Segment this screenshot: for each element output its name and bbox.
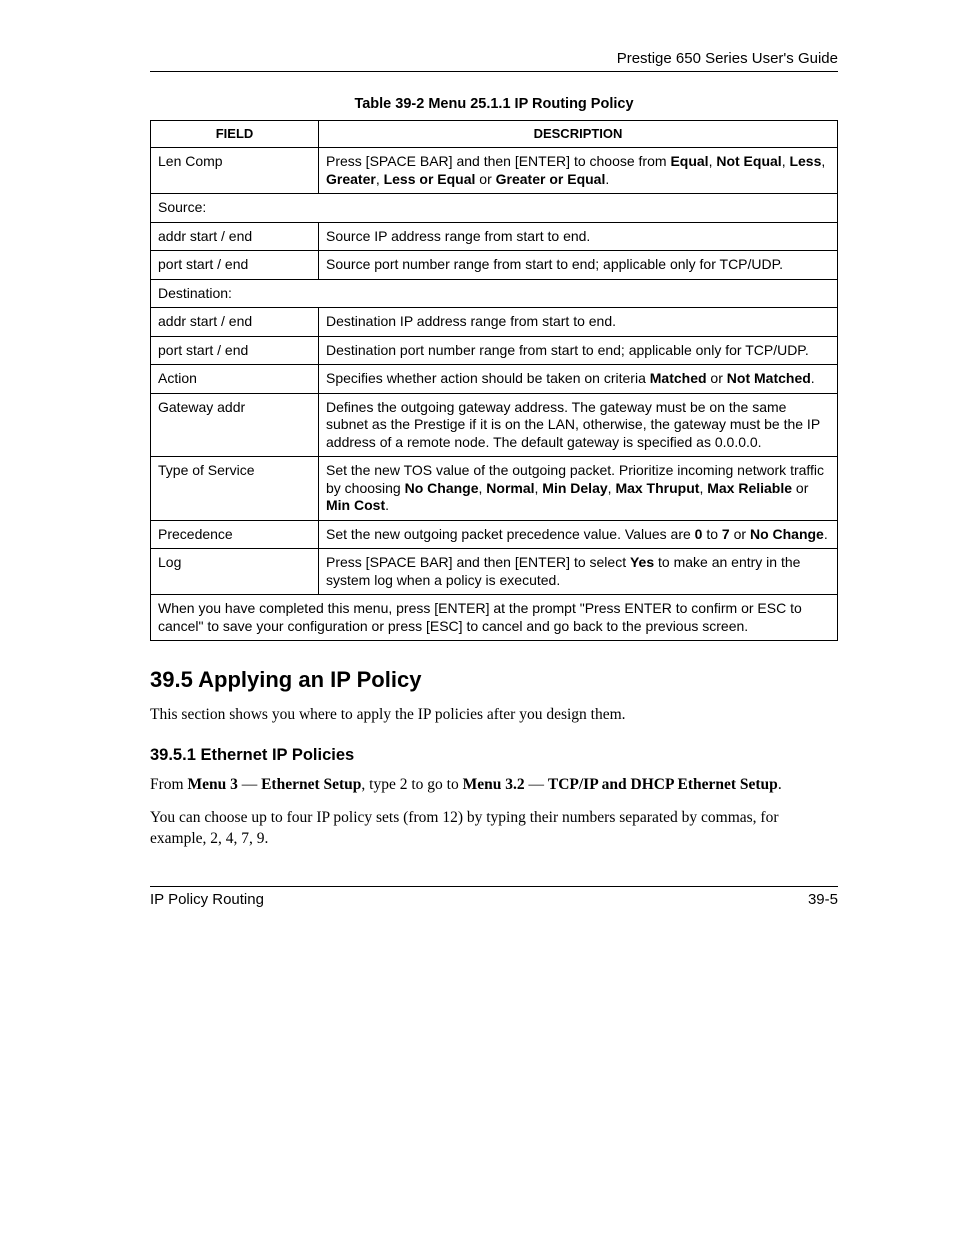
- desc-cell: Set the new outgoing packet precedence v…: [319, 520, 838, 549]
- bold: Max Reliable: [707, 480, 792, 496]
- bold: Greater: [326, 171, 376, 187]
- table-caption: Table 39-2 Menu 25.1.1 IP Routing Policy: [150, 96, 838, 112]
- text: or: [475, 171, 495, 187]
- field-cell: port start / end: [151, 251, 319, 280]
- footer-left: IP Policy Routing: [150, 891, 264, 908]
- table-header-row: FIELD DESCRIPTION: [151, 121, 838, 148]
- footer-right: 39-5: [808, 891, 838, 908]
- field-cell: port start / end: [151, 336, 319, 365]
- body-paragraph: You can choose up to four IP policy sets…: [150, 808, 838, 850]
- footnote-cell: When you have completed this menu, press…: [151, 595, 838, 641]
- table-row: Destination:: [151, 279, 838, 308]
- col-field-header: FIELD: [151, 121, 319, 148]
- table-row: port start / end Source port number rang…: [151, 251, 838, 280]
- body-paragraph: From Menu 3 — Ethernet Setup, type 2 to …: [150, 775, 838, 796]
- desc-cell: Press [SPACE BAR] and then [ENTER] to ch…: [319, 148, 838, 194]
- field-cell: Type of Service: [151, 457, 319, 521]
- bold: No Change: [750, 526, 824, 542]
- table-row: Gateway addr Defines the outgoing gatewa…: [151, 393, 838, 457]
- desc-cell: Press [SPACE BAR] and then [ENTER] to se…: [319, 549, 838, 595]
- text: or: [792, 480, 808, 496]
- bold: Ethernet Setup: [261, 776, 361, 793]
- page-footer: IP Policy Routing 39-5: [150, 886, 838, 908]
- bold: Not Equal: [716, 153, 781, 169]
- table-row: Len Comp Press [SPACE BAR] and then [ENT…: [151, 148, 838, 194]
- bold: Less or Equal: [384, 171, 476, 187]
- text: ,: [821, 153, 825, 169]
- desc-cell: Specifies whether action should be taken…: [319, 365, 838, 394]
- table-row: addr start / end Source IP address range…: [151, 222, 838, 251]
- section-heading: 39.5 Applying an IP Policy: [150, 667, 838, 693]
- bold: TCP/IP and DHCP Ethernet Setup: [548, 776, 778, 793]
- text: .: [605, 171, 609, 187]
- bold: Min Cost: [326, 497, 385, 513]
- text: Press [SPACE BAR] and then [ENTER] to ch…: [326, 153, 670, 169]
- text: .: [811, 370, 815, 386]
- text: to: [702, 526, 721, 542]
- field-cell: Precedence: [151, 520, 319, 549]
- table-row: addr start / end Destination IP address …: [151, 308, 838, 337]
- bold: Greater or Equal: [496, 171, 606, 187]
- field-cell: addr start / end: [151, 308, 319, 337]
- field-cell: addr start / end: [151, 222, 319, 251]
- bold: Equal: [670, 153, 708, 169]
- bold: Max Thruput: [615, 480, 699, 496]
- text: Specifies whether action should be taken…: [326, 370, 650, 386]
- table-row: Log Press [SPACE BAR] and then [ENTER] t…: [151, 549, 838, 595]
- table-row: port start / end Destination port number…: [151, 336, 838, 365]
- table-row: Action Specifies whether action should b…: [151, 365, 838, 394]
- desc-cell: Destination port number range from start…: [319, 336, 838, 365]
- document-page: Prestige 650 Series User's Guide Table 3…: [0, 0, 954, 908]
- text: or: [707, 370, 727, 386]
- field-cell: Log: [151, 549, 319, 595]
- table-row: Precedence Set the new outgoing packet p…: [151, 520, 838, 549]
- desc-cell: Source port number range from start to e…: [319, 251, 838, 280]
- section-cell: Source:: [151, 194, 838, 223]
- page-header: Prestige 650 Series User's Guide: [150, 50, 838, 72]
- text: .: [824, 526, 828, 542]
- table-footnote-row: When you have completed this menu, press…: [151, 595, 838, 641]
- text: From: [150, 776, 187, 793]
- desc-cell: Destination IP address range from start …: [319, 308, 838, 337]
- subsection-heading: 39.5.1 Ethernet IP Policies: [150, 746, 838, 765]
- text: ,: [376, 171, 384, 187]
- text: .: [385, 497, 389, 513]
- bold: Less: [789, 153, 821, 169]
- bold: No Change: [405, 480, 479, 496]
- bold: Menu 3.2: [463, 776, 525, 793]
- table-row: Source:: [151, 194, 838, 223]
- text: .: [778, 776, 782, 793]
- bold: 7: [722, 526, 730, 542]
- text: Press [SPACE BAR] and then [ENTER] to se…: [326, 554, 630, 570]
- body-paragraph: This section shows you where to apply th…: [150, 705, 838, 726]
- bold: Normal: [486, 480, 534, 496]
- bold: Menu 3: [187, 776, 237, 793]
- field-cell: Len Comp: [151, 148, 319, 194]
- text: —: [525, 776, 548, 793]
- col-desc-header: DESCRIPTION: [319, 121, 838, 148]
- table-row: Type of Service Set the new TOS value of…: [151, 457, 838, 521]
- bold: Not Matched: [727, 370, 811, 386]
- field-cell: Gateway addr: [151, 393, 319, 457]
- text: —: [238, 776, 261, 793]
- text: Set the new outgoing packet precedence v…: [326, 526, 695, 542]
- policy-table: FIELD DESCRIPTION Len Comp Press [SPACE …: [150, 120, 838, 641]
- text: or: [730, 526, 750, 542]
- bold: Yes: [630, 554, 654, 570]
- bold: Min Delay: [542, 480, 607, 496]
- field-cell: Action: [151, 365, 319, 394]
- desc-cell: Defines the outgoing gateway address. Th…: [319, 393, 838, 457]
- text: , type 2 to go to: [361, 776, 462, 793]
- desc-cell: Source IP address range from start to en…: [319, 222, 838, 251]
- desc-cell: Set the new TOS value of the outgoing pa…: [319, 457, 838, 521]
- section-cell: Destination:: [151, 279, 838, 308]
- bold: Matched: [650, 370, 707, 386]
